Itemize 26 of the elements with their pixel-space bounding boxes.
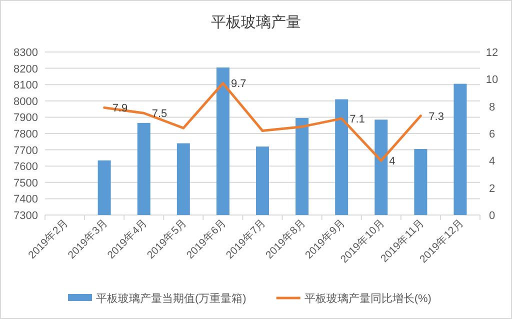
y2-tick-label: 6 — [488, 128, 496, 140]
y-tick-label: 8100 — [14, 80, 38, 92]
y-tick-label: 7500 — [14, 177, 38, 190]
y-tick-label: 7700 — [14, 144, 38, 157]
y-tick-label: 7800 — [14, 128, 38, 140]
y2-tick-label: 10 — [486, 74, 498, 86]
y2-tick-label: 12 — [486, 47, 498, 59]
data-label: 7.1 — [350, 114, 365, 126]
y-tick-label: 8000 — [14, 96, 38, 108]
y2-tick-label: 4 — [488, 156, 496, 168]
y-tick-label: 8300 — [14, 47, 38, 59]
y-tick-label: 7900 — [14, 112, 38, 124]
data-label: 9.7 — [230, 78, 246, 90]
data-label: 7.5 — [152, 108, 168, 120]
y-tick-label: 8200 — [14, 63, 38, 76]
legend-label: 平板玻璃产量同比增长(%) — [304, 292, 432, 305]
data-label: 7.3 — [428, 110, 444, 123]
y2-tick-label: 0 — [488, 210, 496, 222]
y-tick-label: 7300 — [14, 210, 38, 222]
y-tick-label: 7400 — [14, 194, 38, 206]
legend-label: 平板玻璃产量当期值(万重量箱) — [96, 292, 246, 305]
y2-tick-label: 8 — [488, 101, 496, 114]
chart-title: 平板玻璃产量 — [211, 14, 301, 31]
y2-tick-label: 2 — [488, 182, 496, 195]
data-label: 4 — [389, 156, 396, 168]
y-tick-label: 7600 — [14, 161, 38, 174]
